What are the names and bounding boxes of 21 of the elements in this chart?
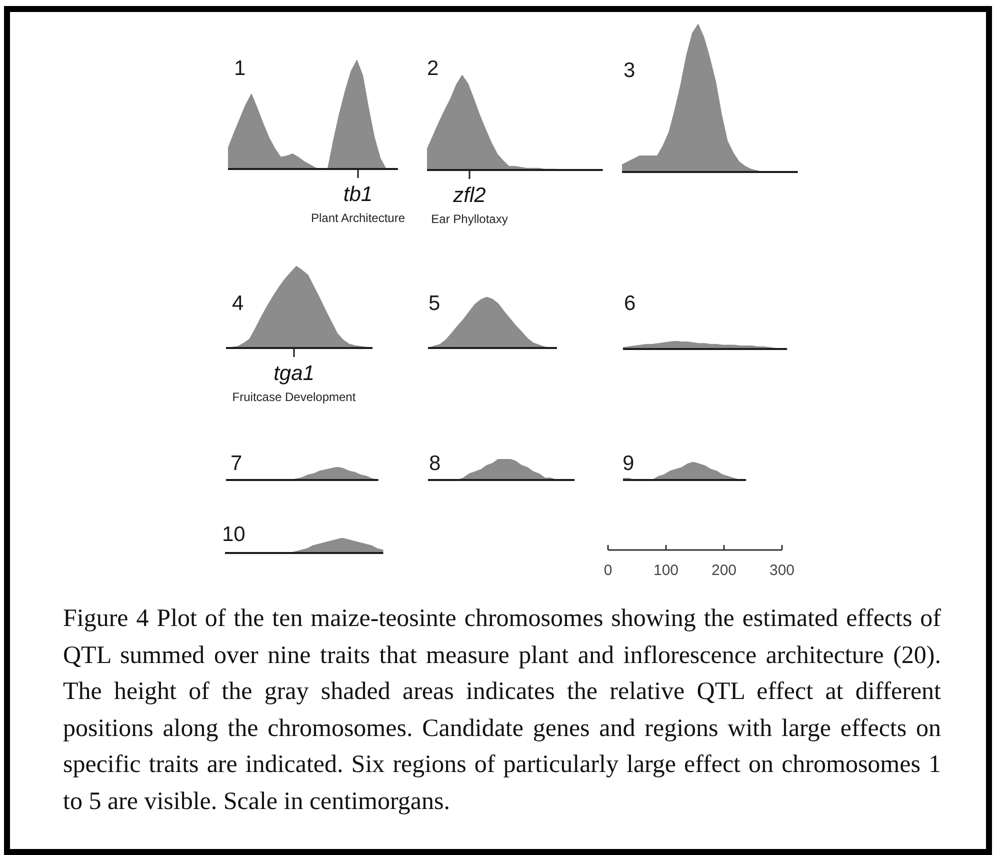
chart-title: 2 — [426, 57, 438, 80]
text: Ear Phyllotaxy — [430, 212, 508, 226]
text: Fruitcase Development — [232, 390, 356, 404]
text: Plant Architecture — [310, 211, 406, 225]
chart-title: 9 — [622, 452, 634, 475]
text: 4 — [232, 292, 244, 315]
x2-tick-label: 0 — [604, 562, 612, 579]
chart-title: 1 — [234, 57, 246, 80]
x2-tick-label: 300 — [769, 562, 795, 579]
text: 3 — [624, 59, 636, 82]
chart-title: 10 — [222, 523, 246, 546]
chart-title: 8 — [429, 452, 441, 475]
chart-title: 6 — [624, 292, 636, 315]
chart-title: 5 — [428, 292, 440, 315]
text: tb1 — [343, 183, 373, 206]
caption: Figure 4 Plot of the ten maize-teosinte chromosomes showing the estimated effects of QTL summed over nine traits that measure plant and inflorescence architecture (20). The height of the gray shaded areas indicates the relative QTL effect at different positions along the chromosomes. Candidate genes and regions with large effects on specific traits are indicated. Six regions of particularly large effect on chromosomes 1 to 5 are visible. Scale in centimorgans. — [63, 605, 941, 815]
chart-title: 7 — [230, 452, 242, 475]
text: tga1 — [274, 362, 314, 385]
x2-tick-label: 100 — [653, 562, 679, 579]
x2-tick-label: 200 — [711, 562, 737, 579]
text: zfl2 — [452, 184, 486, 207]
